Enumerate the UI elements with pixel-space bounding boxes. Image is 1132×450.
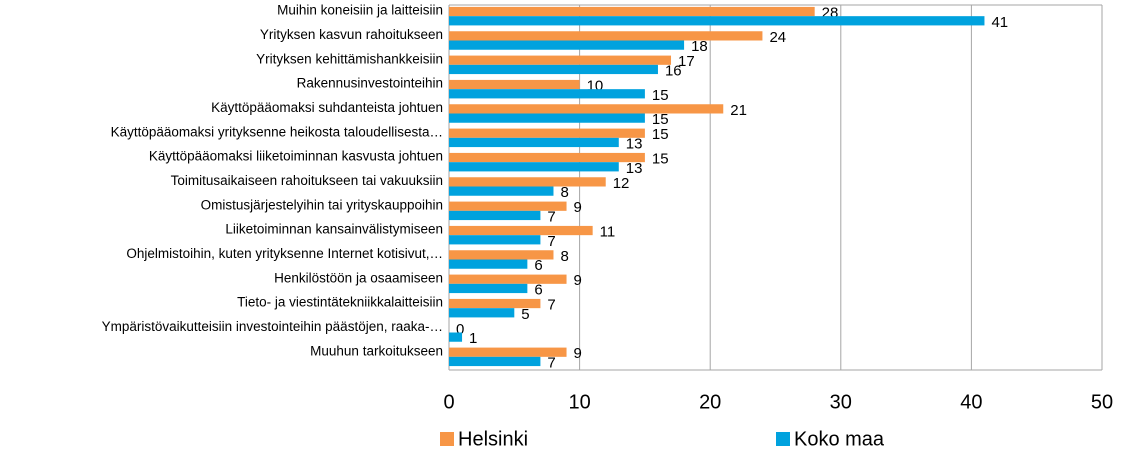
data-label: 5 bbox=[521, 306, 529, 323]
x-tick-label: 50 bbox=[1091, 391, 1113, 413]
data-label: 13 bbox=[626, 135, 643, 152]
bar bbox=[449, 225, 593, 236]
y-tick-label: Muuhun tarkoitukseen bbox=[310, 343, 443, 358]
bar bbox=[449, 137, 619, 148]
legend-label: Koko maa bbox=[794, 428, 885, 450]
bar bbox=[449, 356, 541, 367]
data-label: 18 bbox=[691, 38, 708, 55]
x-tick-label: 0 bbox=[443, 391, 454, 413]
data-label: 6 bbox=[534, 257, 542, 274]
x-tick-label: 40 bbox=[960, 391, 982, 413]
legend-swatch bbox=[440, 432, 454, 446]
bar bbox=[449, 298, 541, 309]
y-tick-label: Rakennusinvestointeihin bbox=[297, 76, 443, 91]
bar bbox=[449, 177, 606, 187]
bar bbox=[449, 201, 567, 211]
data-label: 13 bbox=[626, 160, 643, 177]
bar bbox=[449, 210, 541, 221]
data-label: 16 bbox=[665, 62, 682, 79]
bar bbox=[449, 347, 567, 357]
y-tick-label: Ympäristövaikutteisiin investointeihin p… bbox=[102, 319, 443, 334]
data-label: 9 bbox=[574, 199, 582, 216]
bar bbox=[449, 274, 567, 284]
x-tick-label: 30 bbox=[830, 391, 852, 413]
data-label: 7 bbox=[547, 354, 555, 371]
data-label: 8 bbox=[560, 184, 568, 201]
bar bbox=[449, 64, 658, 75]
data-label: 41 bbox=[991, 14, 1008, 31]
legend-label: Helsinki bbox=[458, 428, 528, 450]
y-tick-label: Liiketoiminnan kansainvälistymiseen bbox=[225, 222, 443, 237]
bar bbox=[449, 104, 724, 114]
bar bbox=[449, 16, 985, 26]
bar bbox=[449, 113, 645, 123]
data-label: 7 bbox=[547, 208, 555, 225]
bar bbox=[449, 128, 645, 138]
y-tick-label: Käyttöpääomaksi liiketoiminnan kasvusta … bbox=[149, 149, 443, 164]
bar bbox=[449, 235, 541, 245]
data-label: 1 bbox=[469, 330, 477, 347]
data-label: 8 bbox=[560, 248, 568, 265]
data-label: 24 bbox=[769, 29, 786, 46]
x-tick-label: 10 bbox=[568, 391, 590, 413]
y-tick-label: Yrityksen kasvun rahoitukseen bbox=[260, 27, 443, 42]
data-label: 7 bbox=[547, 297, 555, 314]
bar bbox=[449, 332, 463, 342]
data-label: 0 bbox=[456, 321, 464, 338]
data-label: 15 bbox=[652, 111, 669, 128]
y-tick-label: Henkilöstöön ja osaamiseen bbox=[274, 270, 443, 285]
data-label: 9 bbox=[574, 345, 582, 362]
y-tick-label: Ohjelmistoihin, kuten yrityksenne Intern… bbox=[126, 246, 443, 261]
bar bbox=[449, 40, 685, 50]
y-tick-label: Yrityksen kehittämishankkeisiin bbox=[256, 51, 443, 66]
y-tick-label: Käyttöpääomaksi yrityksenne heikosta tal… bbox=[111, 124, 443, 139]
y-tick-label: Toimitusaikaiseen rahoitukseen tai vakuu… bbox=[171, 173, 443, 188]
bar bbox=[449, 308, 515, 318]
data-label: 6 bbox=[534, 281, 542, 298]
bar bbox=[449, 186, 554, 196]
data-label: 11 bbox=[600, 224, 616, 241]
data-label: 15 bbox=[652, 151, 669, 168]
bar bbox=[449, 283, 528, 294]
bar bbox=[449, 152, 645, 163]
y-tick-label: Muihin koneisiin ja laitteisiin bbox=[277, 3, 443, 18]
data-label: 15 bbox=[652, 87, 669, 104]
y-tick-label: Tieto- ja viestintätekniikkalaitteisiin bbox=[237, 295, 443, 310]
bar bbox=[449, 31, 763, 41]
legend-swatch bbox=[776, 432, 790, 446]
bar bbox=[449, 162, 619, 172]
bar bbox=[449, 250, 554, 260]
data-label: 12 bbox=[613, 175, 630, 192]
y-tick-label: Omistusjärjestelyihin tai yrityskauppoih… bbox=[201, 197, 443, 212]
bar bbox=[449, 79, 580, 90]
bar bbox=[449, 6, 815, 17]
data-label: 21 bbox=[730, 102, 747, 119]
data-label: 7 bbox=[547, 233, 555, 250]
data-label: 9 bbox=[574, 272, 582, 289]
data-label: 17 bbox=[678, 53, 695, 70]
bar bbox=[449, 55, 672, 65]
bar bbox=[449, 259, 528, 269]
y-tick-label: Käyttöpääomaksi suhdanteista johtuen bbox=[211, 100, 443, 115]
bar bbox=[449, 89, 645, 99]
data-label: 15 bbox=[652, 126, 669, 143]
x-tick-label: 20 bbox=[699, 391, 721, 413]
